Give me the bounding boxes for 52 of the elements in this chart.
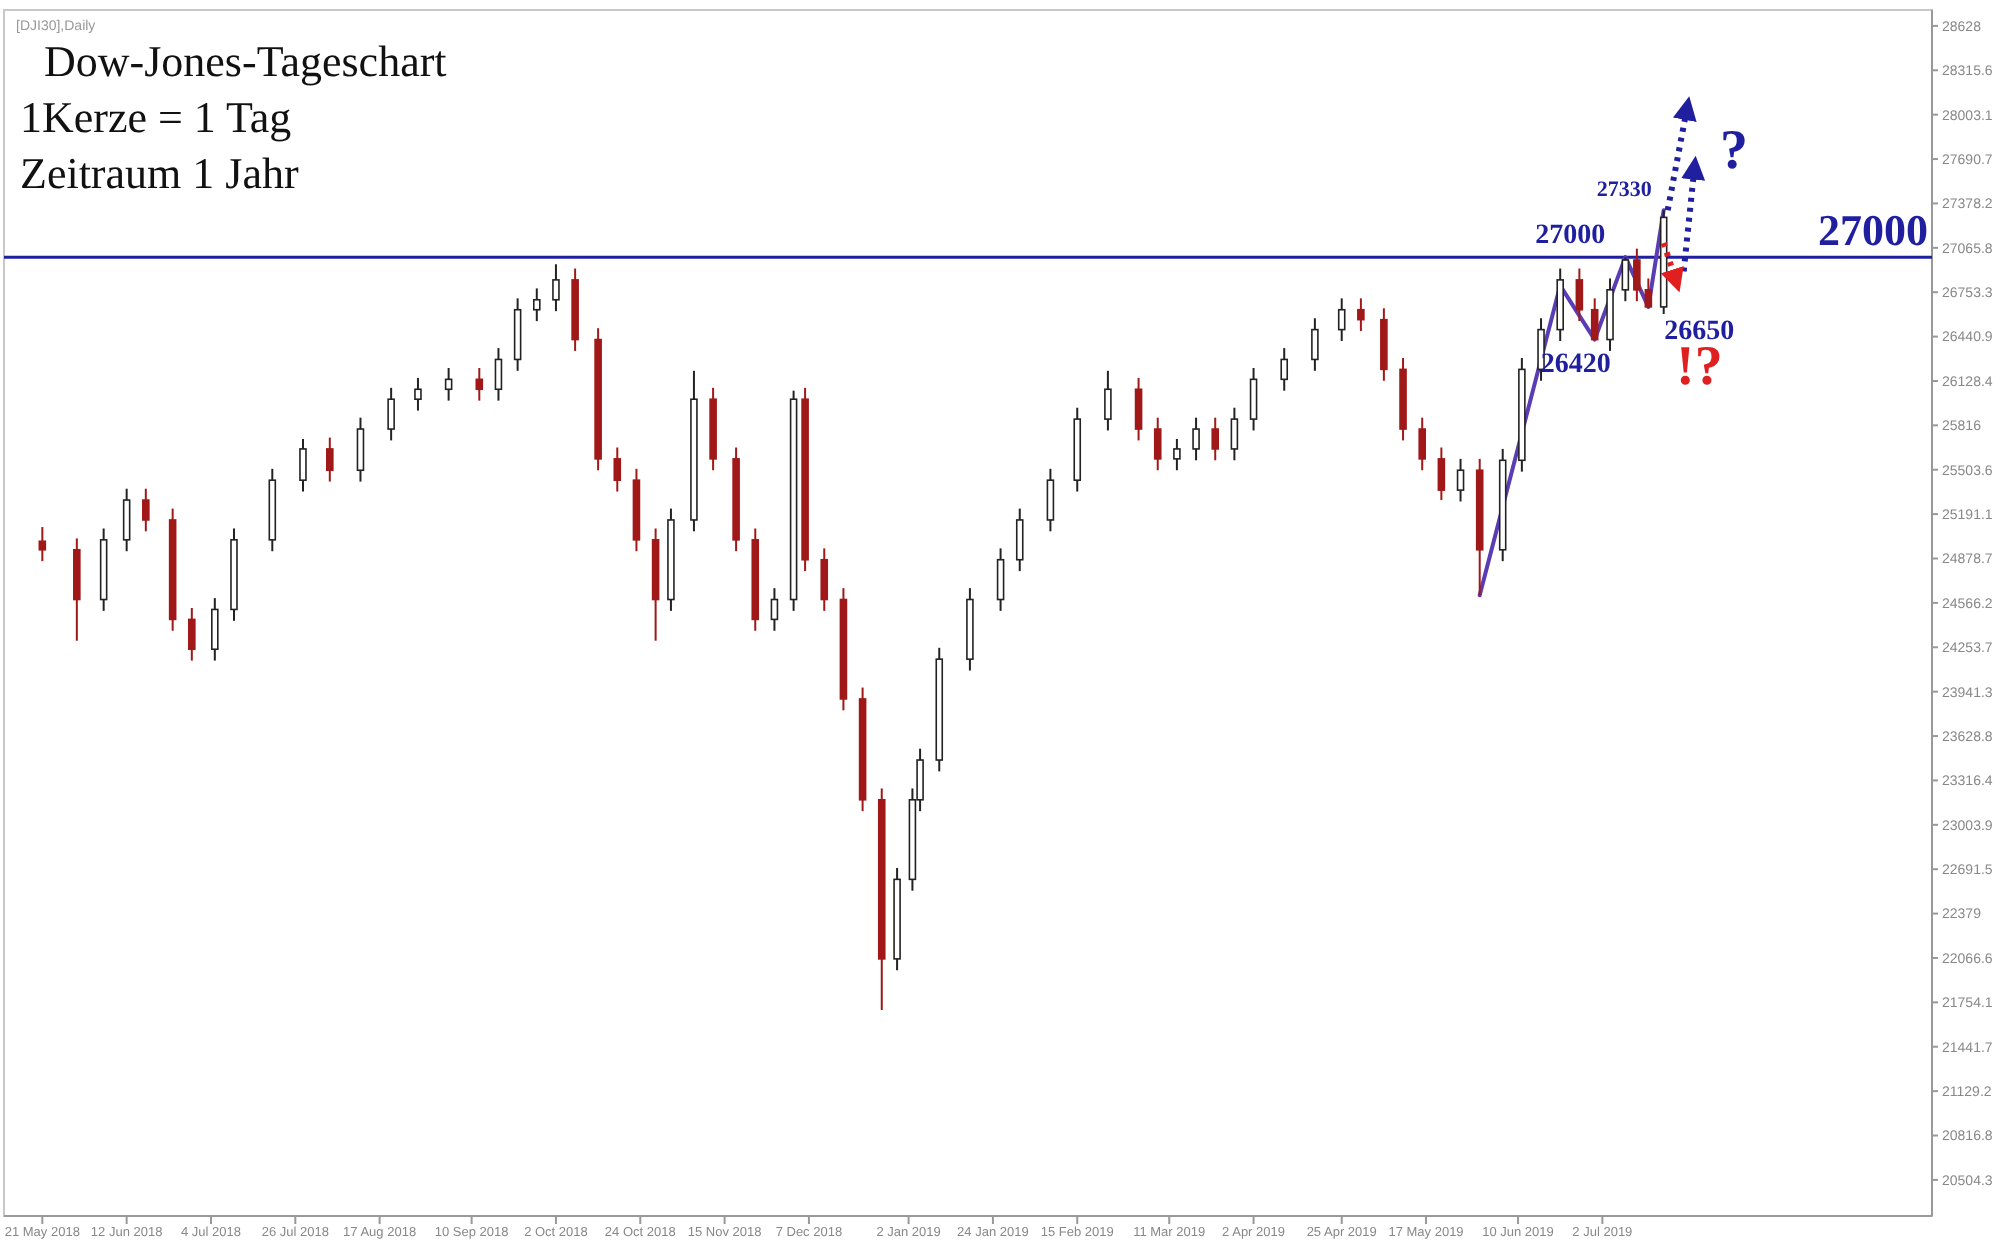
text: Dow-Jones-Tageschart xyxy=(44,36,447,86)
ref-line-label: 27000 xyxy=(1818,205,1928,256)
candlestick xyxy=(356,416,365,483)
annotation: 27000 xyxy=(1535,221,1606,252)
candlestick xyxy=(1249,366,1258,432)
annotation: 26420 xyxy=(1540,349,1611,380)
candlestick xyxy=(820,547,829,612)
candlestick xyxy=(1134,376,1143,442)
candlestick xyxy=(414,376,422,412)
candlestick xyxy=(1633,247,1641,303)
candlestick xyxy=(326,436,334,483)
candlestick xyxy=(1173,437,1181,472)
candlestick xyxy=(211,597,219,662)
candlestick xyxy=(387,386,395,442)
candlestick xyxy=(1311,317,1319,372)
candlestick xyxy=(122,487,131,553)
candlestick xyxy=(532,287,541,323)
candlestick xyxy=(1104,369,1112,432)
annotation: 26650 xyxy=(1664,316,1735,347)
candlestick xyxy=(1437,446,1446,502)
candlestick xyxy=(1230,406,1239,462)
candlestick xyxy=(444,366,453,402)
candlestick xyxy=(1621,256,1630,303)
candlestick xyxy=(1046,467,1055,533)
candlestick xyxy=(1192,416,1200,462)
candlestick xyxy=(188,607,196,662)
candlestick xyxy=(996,547,1005,612)
candlestick xyxy=(1537,317,1545,382)
candlestick xyxy=(1590,297,1599,341)
candlestick xyxy=(1153,416,1162,472)
text: 1Kerze = 1 Tag xyxy=(20,92,292,142)
candlestick xyxy=(299,437,307,493)
candlestick xyxy=(1644,277,1653,308)
annotation: 27330 xyxy=(1596,178,1653,203)
candlestick xyxy=(552,263,560,313)
candlestick xyxy=(142,487,150,533)
annotation: ? xyxy=(1720,120,1748,182)
candlestick xyxy=(1575,267,1584,323)
candlestick xyxy=(38,526,47,563)
candlestick xyxy=(1337,297,1346,342)
candlestick xyxy=(494,347,503,402)
candlestick xyxy=(613,446,622,493)
candlestick xyxy=(1418,416,1427,472)
candlestick xyxy=(1357,297,1365,333)
candlestick xyxy=(1456,457,1465,503)
candlestick xyxy=(475,366,484,402)
candlestick xyxy=(1280,347,1289,392)
candlestick xyxy=(1015,507,1024,573)
candlestick xyxy=(1211,416,1220,462)
line-series xyxy=(1477,208,1666,598)
annotation: Zeitraum 1 Jahr xyxy=(20,148,300,198)
candlestick xyxy=(770,587,779,632)
